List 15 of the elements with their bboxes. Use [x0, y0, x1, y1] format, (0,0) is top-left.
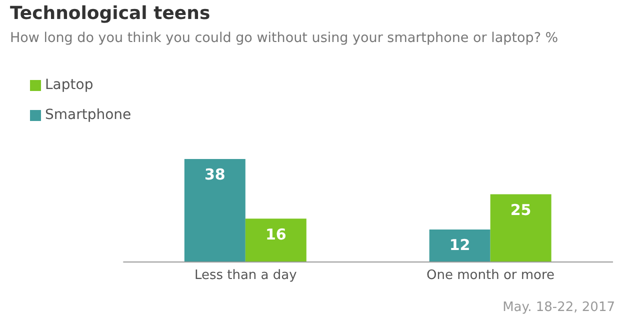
x-tick-label: One month or more	[426, 268, 555, 284]
x-tick-label: Less than a day	[194, 268, 298, 284]
bar	[490, 194, 552, 262]
bar	[429, 229, 490, 262]
data-label: 12	[449, 236, 470, 254]
data-label: 25	[510, 200, 532, 219]
legend-label: Smartphone	[45, 107, 132, 123]
data-label: 38	[204, 166, 226, 184]
chart-subtitle: How long do you think you could go without using your smartphone or laptop? %	[10, 30, 558, 46]
bar	[184, 159, 246, 262]
chart-title: Technological teens	[10, 3, 210, 24]
text: May. 18-22, 2017	[502, 300, 615, 315]
data-label: 16	[265, 225, 286, 244]
bar	[245, 218, 306, 262]
legend-label: Laptop	[45, 77, 94, 93]
